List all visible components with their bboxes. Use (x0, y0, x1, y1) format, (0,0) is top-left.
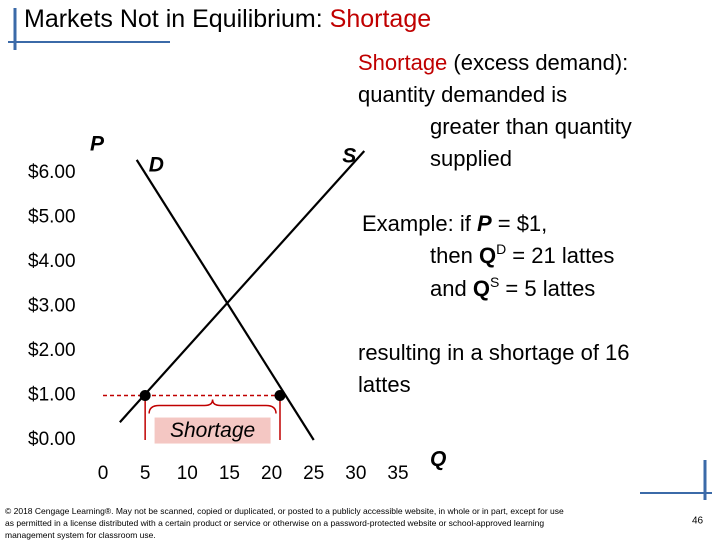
y-tick-label: $4.00 (28, 251, 76, 272)
text: = $1, (492, 211, 548, 236)
term: Shortage (358, 50, 447, 75)
y-tick-label: $0.00 (28, 429, 76, 450)
y-tick-label: $6.00 (28, 162, 76, 183)
text: Example: if (362, 211, 477, 236)
x-tick-label: 30 (345, 463, 366, 484)
annotation: Shortage (170, 419, 255, 442)
point (274, 390, 286, 402)
title-highlight: Shortage (330, 5, 431, 33)
footer-line: management system for classroom use. (5, 530, 156, 540)
footer-line: as permitted in a license distributed wi… (5, 518, 544, 528)
text: = 5 lattes (499, 276, 595, 301)
superscript: D (496, 241, 506, 257)
series-label: D (149, 153, 164, 176)
result-line: lattes (358, 372, 411, 397)
x-tick-label: 20 (261, 463, 282, 484)
var: P (477, 211, 492, 236)
example-line: then QD = 21 lattes (430, 241, 614, 268)
x-tick-label: 0 (98, 463, 109, 484)
series-line (119, 150, 366, 423)
superscript: S (490, 274, 499, 290)
chart: $0.00 $1.00 $2.00 $3.00 $4.00 $5.00 $6.00 0 5 10 1… (28, 133, 446, 484)
y-axis-label: P (90, 133, 105, 156)
y-tick-label: $5.00 (28, 207, 76, 228)
series-label: S (342, 145, 356, 168)
slide-title: Markets Not in Equilibrium: Shortage (24, 5, 431, 33)
example-line: Example: if P = $1, (362, 211, 547, 236)
definition-line: supplied (430, 146, 512, 171)
definition-line: greater than quantity (430, 114, 632, 139)
text: and (430, 276, 473, 301)
y-tick-label: $1.00 (28, 385, 76, 406)
text: then (430, 243, 479, 268)
text: = 21 lattes (506, 243, 614, 268)
annotation-box (154, 417, 271, 444)
y-tick-label: $2.00 (28, 340, 76, 361)
definition-head: Shortage (excess demand): (358, 50, 628, 75)
var: Q (479, 243, 496, 268)
page-number: 46 (692, 516, 704, 527)
x-tick-label: 15 (219, 463, 240, 484)
y-tick-label: $3.00 (28, 296, 76, 317)
x-tick-label: 25 (303, 463, 324, 484)
title-text: Markets Not in Equilibrium: (24, 5, 323, 33)
definition-line: quantity demanded is (358, 82, 567, 107)
x-tick-label: 5 (140, 463, 151, 484)
point (139, 390, 151, 402)
var: Q (473, 276, 490, 301)
result-line: resulting in a shortage of 16 (358, 340, 630, 365)
example-line: and QS = 5 lattes (430, 274, 595, 301)
footer-line: © 2018 Cengage Learning®. May not be sca… (5, 506, 564, 516)
x-tick-label: 35 (387, 463, 408, 484)
x-axis-label: Q (430, 448, 446, 471)
term-rest: (excess demand): (447, 50, 628, 75)
x-tick-label: 10 (177, 463, 198, 484)
